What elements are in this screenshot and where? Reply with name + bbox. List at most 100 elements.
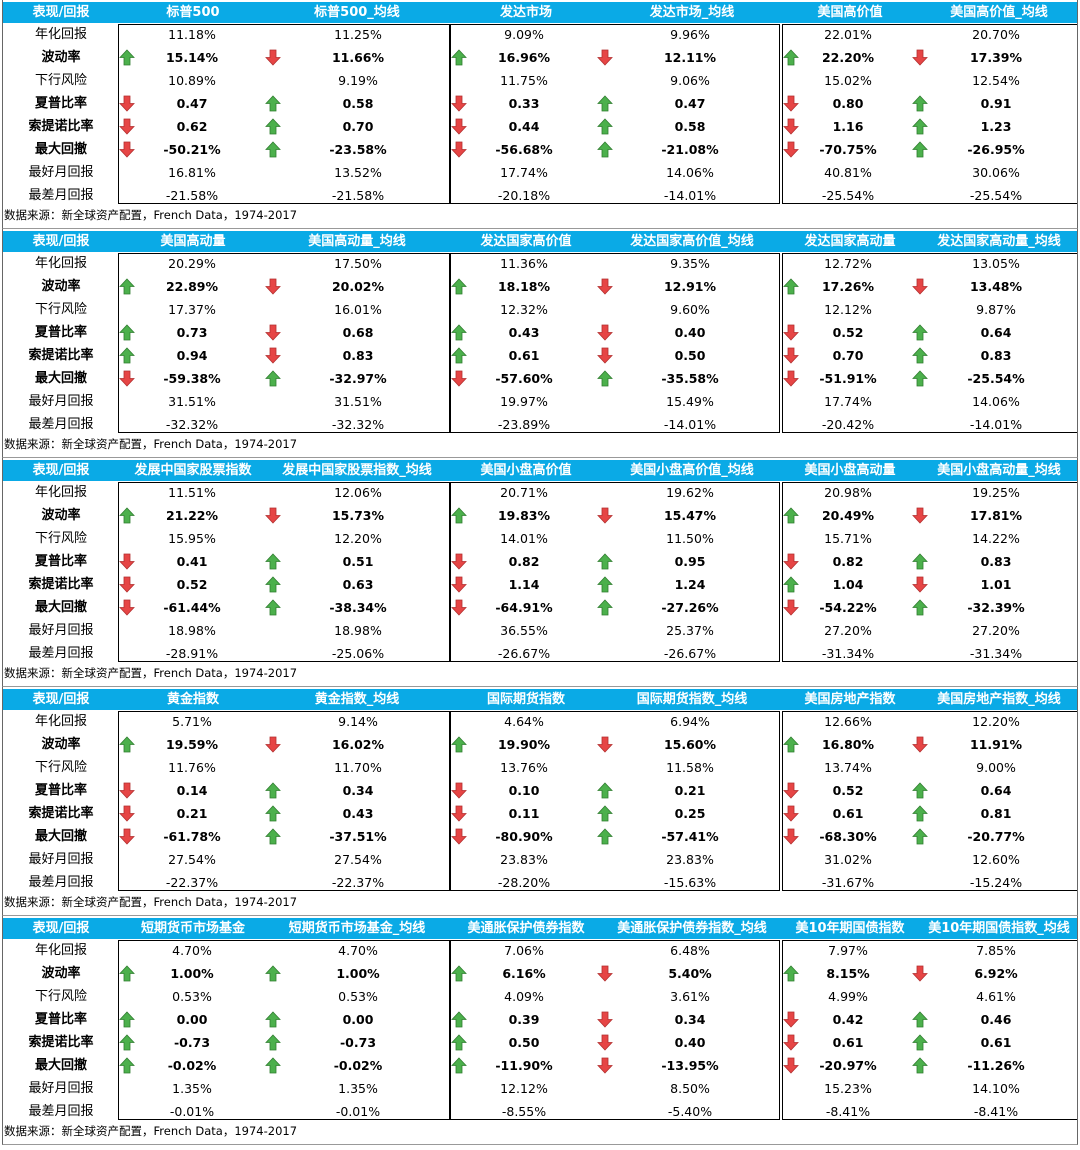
header-column-title: 美国房地产指数 [804,692,896,707]
red-down-arrow-icon [451,782,467,799]
down-arrow-icon [119,599,135,616]
down-arrow-icon [265,324,281,341]
table-cell: -25.54% [821,188,875,203]
table-cell: 11.36% [500,256,548,271]
red-down-arrow-icon [597,736,613,753]
row-label: 年化回报 [34,27,87,42]
down-arrow-icon [451,782,467,799]
down-arrow-icon [783,1011,799,1028]
up-arrow-icon [912,1034,928,1051]
table-cell: 0.73 [176,325,208,340]
table-cell: 12.66% [824,714,872,729]
red-down-arrow-icon [597,49,613,66]
table-cell: 0.34 [674,1012,706,1027]
down-arrow-icon [451,95,467,112]
red-down-arrow-icon [451,553,467,570]
table-cell: -31.34% [821,646,875,661]
up-arrow-icon [265,370,281,387]
down-arrow-icon [783,599,799,616]
table-cell: 0.53% [172,989,212,1004]
table-cell: 13.52% [334,165,382,180]
table-cell: 14.06% [972,394,1020,409]
table-cell: 5.40% [668,966,712,981]
table-row: 最大回撤 -50.21% -23.58% -56.68% -21.08% -70.75% -… [2,138,1078,161]
table-cell: 0.82 [508,554,540,569]
green-up-arrow-icon [912,1057,928,1074]
table-cell: 1.14 [508,577,540,592]
row-label: 索提诺比率 [28,577,94,592]
up-arrow-icon [119,49,135,66]
up-arrow-icon [265,965,281,982]
green-up-arrow-icon [597,805,613,822]
green-up-arrow-icon [119,347,135,364]
table-cell: 0.53% [338,989,378,1004]
table-cell: 15.60% [663,737,717,752]
table-cell: 0.14 [176,783,208,798]
green-up-arrow-icon [265,1057,281,1074]
red-down-arrow-icon [912,736,928,753]
table-cell: 4.64% [504,714,544,729]
up-arrow-icon [912,599,928,616]
red-down-arrow-icon [265,49,281,66]
table-cell: -51.91% [819,371,877,386]
table-cell: 23.83% [666,852,714,867]
row-label: 最好月回报 [28,852,94,867]
table-cell: 17.74% [824,394,872,409]
table-header-row: 表现/回报 标普500 标普500_均线 发达市场 发达市场_均线 美国高价值 美国高价值_… [2,2,1078,23]
table-cell: -37.51% [329,829,387,844]
table-cell: 1.16 [832,119,864,134]
table-cell: 0.52 [832,325,864,340]
table-cell: -0.73 [173,1035,211,1050]
table-cell: 11.50% [666,531,714,546]
table-cell: 7.85% [976,943,1016,958]
up-arrow-icon [119,278,135,295]
up-arrow-icon [912,141,928,158]
table-row: 索提诺比率 0.62 0.70 0.44 0.58 1.16 1.23 [2,115,1078,138]
table-cell: 9.14% [338,714,378,729]
table-cell: 0.62 [176,119,208,134]
green-up-arrow-icon [451,324,467,341]
table-cell: -20.97% [819,1058,877,1073]
up-arrow-icon [451,1011,467,1028]
table-cell: 0.80 [832,96,864,111]
red-down-arrow-icon [119,141,135,158]
table-cell: -14.01% [663,417,717,432]
table-cell: 11.75% [500,73,548,88]
row-label: 索提诺比率 [28,806,94,821]
up-arrow-icon [912,1011,928,1028]
down-arrow-icon [783,1057,799,1074]
table-cell: -0.01% [169,1104,215,1119]
red-down-arrow-icon [783,553,799,570]
table-cell: 12.60% [972,852,1020,867]
table-cell: 1.01 [980,577,1012,592]
table-header-row: 表现/回报 美国高动量 美国高动量_均线 发达国家高价值 发达国家高价值_均线 发达国家高… [2,231,1078,252]
table-cell: 14.10% [972,1081,1020,1096]
table-row: 下行风险 17.37% 16.01% 12.32% 9.60% 12.12% 9.87% [2,298,1078,321]
red-down-arrow-icon [597,324,613,341]
red-down-arrow-icon [912,278,928,295]
up-arrow-icon [451,507,467,524]
row-label: 下行风险 [34,760,87,775]
row-label: 年化回报 [34,943,87,958]
down-arrow-icon [783,141,799,158]
up-arrow-icon [597,95,613,112]
table-cell: 9.96% [670,27,710,42]
down-arrow-icon [597,736,613,753]
row-label: 波动率 [41,737,81,752]
table-cell: -61.44% [163,600,221,615]
table-cell: 0.82 [832,554,864,569]
green-up-arrow-icon [119,507,135,524]
up-arrow-icon [783,736,799,753]
green-up-arrow-icon [912,782,928,799]
table-cell: -0.73 [339,1035,377,1050]
green-up-arrow-icon [451,507,467,524]
green-up-arrow-icon [912,805,928,822]
green-up-arrow-icon [912,828,928,845]
table-cell: 18.98% [168,623,216,638]
table-cell: -68.30% [819,829,877,844]
down-arrow-icon [451,118,467,135]
green-up-arrow-icon [119,1011,135,1028]
table-cell: 1.00% [170,966,214,981]
table-cell: 4.99% [828,989,868,1004]
green-up-arrow-icon [783,278,799,295]
